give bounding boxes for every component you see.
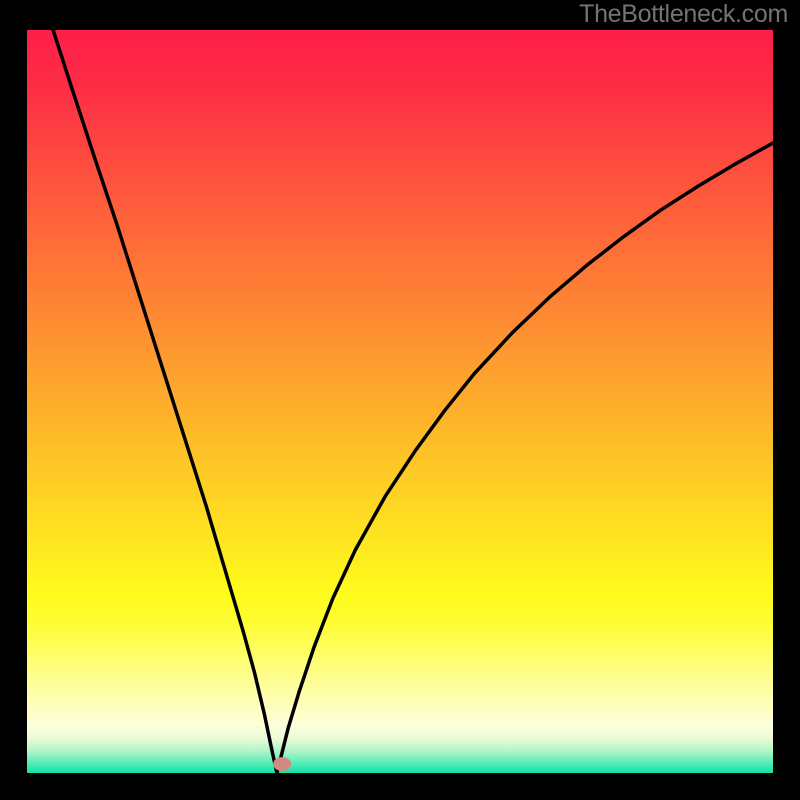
plot-area: [27, 30, 773, 773]
minimum-marker: [273, 757, 291, 771]
watermark-text: TheBottleneck.com: [579, 0, 788, 29]
chart-frame: TheBottleneck.com: [0, 0, 800, 800]
bottleneck-curve: [27, 30, 773, 773]
